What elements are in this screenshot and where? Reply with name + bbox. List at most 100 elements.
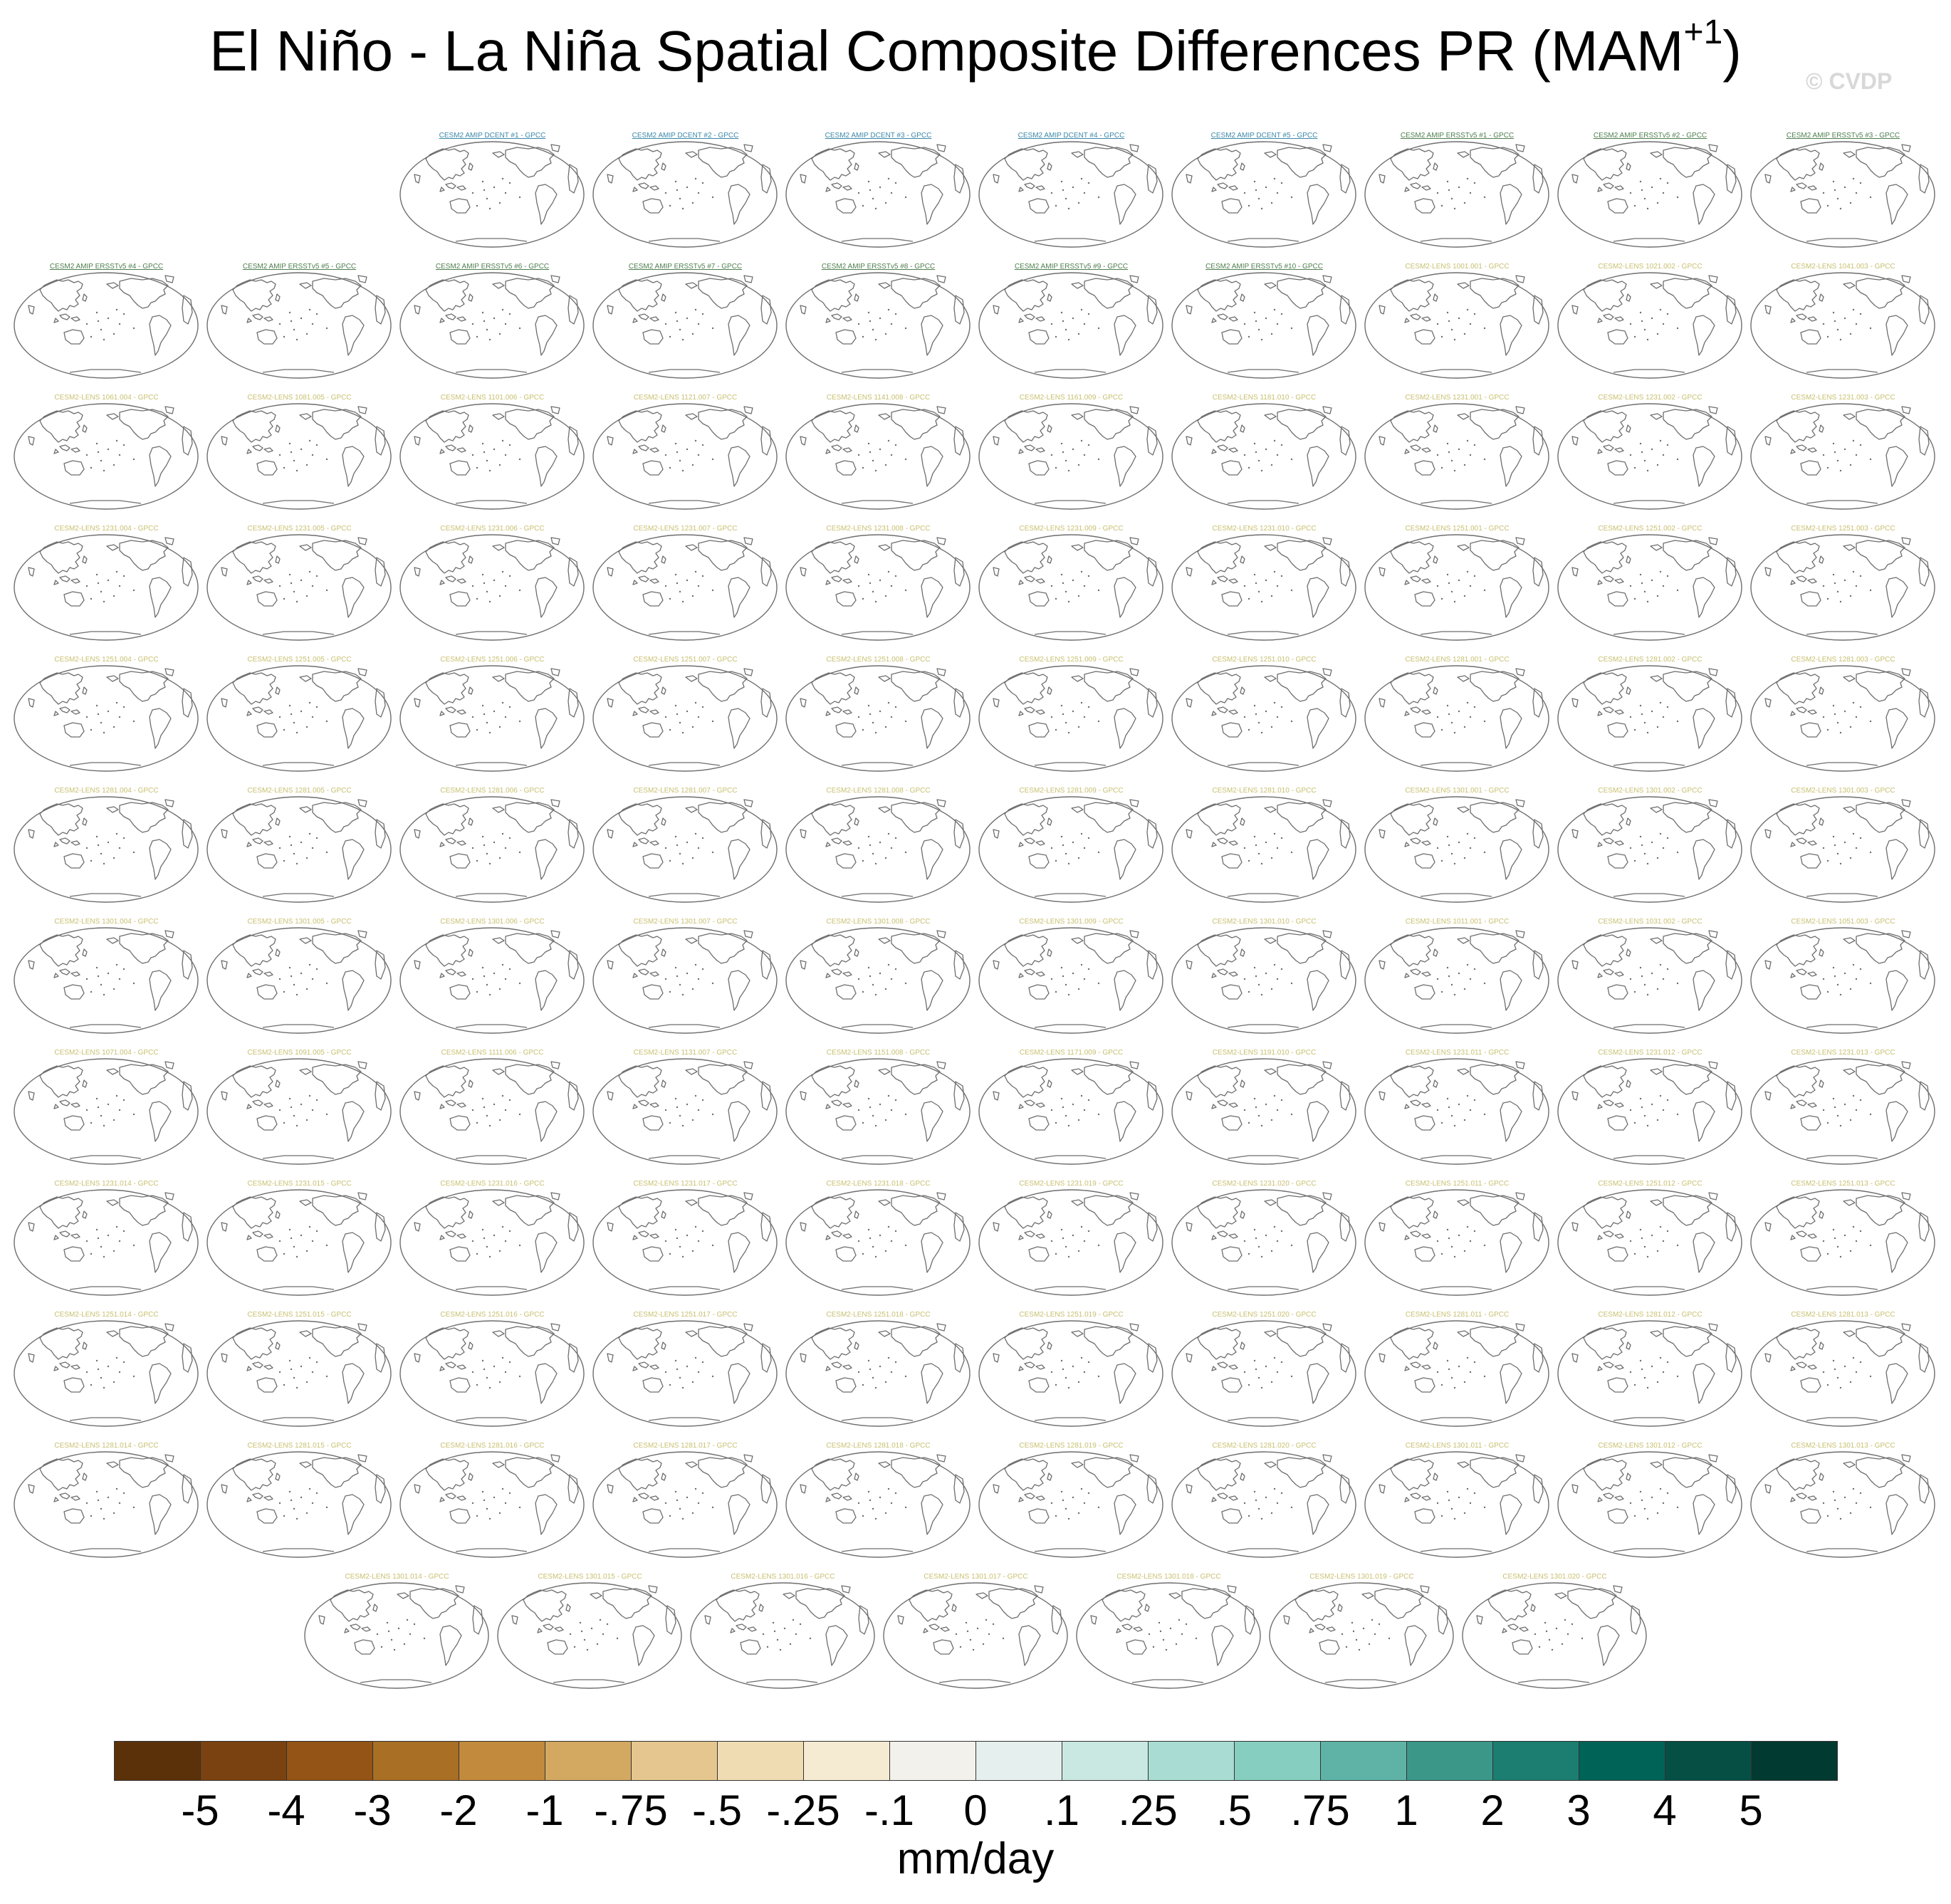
map-panel: CESM2-LENS 1231.001 - GPCC bbox=[1361, 394, 1554, 522]
island-dot bbox=[867, 442, 870, 445]
island-dot bbox=[1253, 1359, 1256, 1362]
coastline bbox=[1663, 1195, 1712, 1226]
island-dot bbox=[1097, 327, 1100, 330]
coastline bbox=[642, 198, 664, 214]
island-dot bbox=[103, 469, 105, 472]
coastline bbox=[1034, 631, 1107, 635]
panel-label: CESM2-LENS 1301.003 - GPCC bbox=[1791, 787, 1895, 795]
island-dot bbox=[288, 1490, 291, 1493]
colorbar-tick-label: 1 bbox=[1394, 1787, 1418, 1834]
coastline bbox=[119, 933, 169, 964]
coastline bbox=[1790, 1361, 1817, 1371]
island-dot bbox=[107, 1234, 110, 1237]
island-dot bbox=[1072, 841, 1074, 844]
island-dot bbox=[122, 575, 125, 577]
coastline bbox=[232, 934, 276, 967]
island-dot bbox=[701, 444, 704, 446]
world-map bbox=[399, 534, 585, 641]
island-dot bbox=[283, 1121, 286, 1124]
coastline bbox=[1776, 148, 1820, 181]
island-dot bbox=[1255, 975, 1257, 978]
island-dot bbox=[701, 575, 704, 577]
coastline bbox=[69, 1417, 142, 1421]
coastline bbox=[936, 275, 946, 283]
island-dot bbox=[1548, 1638, 1551, 1641]
island-dot bbox=[669, 1252, 671, 1255]
coastline bbox=[1264, 413, 1277, 420]
coastline bbox=[1146, 557, 1158, 587]
island-dot bbox=[569, 1633, 572, 1636]
coastline bbox=[1626, 948, 1631, 957]
map-border bbox=[1557, 1320, 1742, 1427]
panel-label: CESM2 AMIP DCENT #5 - GPCC bbox=[1210, 132, 1318, 140]
island-dot bbox=[1087, 1361, 1090, 1364]
coastline bbox=[1221, 198, 1243, 214]
island-dot bbox=[1253, 1097, 1256, 1100]
island-dot bbox=[1253, 573, 1256, 576]
island-dot bbox=[95, 311, 98, 314]
island-dot bbox=[278, 1109, 281, 1111]
coastline bbox=[841, 1417, 914, 1421]
coastline bbox=[1626, 1473, 1631, 1481]
world-map bbox=[206, 1189, 392, 1296]
island-dot bbox=[606, 1623, 609, 1626]
island-dot bbox=[1534, 1633, 1537, 1636]
island-dot bbox=[308, 1356, 311, 1359]
coastline bbox=[1918, 688, 1930, 718]
coastline bbox=[1114, 1363, 1136, 1404]
island-dot bbox=[1243, 585, 1246, 587]
island-dot bbox=[1641, 1237, 1643, 1240]
island-dot bbox=[1538, 1646, 1541, 1648]
map-border bbox=[1171, 796, 1356, 903]
island-dot bbox=[1453, 731, 1456, 734]
coastline bbox=[299, 1330, 312, 1337]
coastline bbox=[1322, 537, 1332, 545]
coastline bbox=[468, 1473, 474, 1481]
world-map bbox=[1750, 927, 1935, 1034]
coastline bbox=[1708, 537, 1718, 545]
coastline bbox=[63, 460, 85, 476]
island-dot bbox=[488, 469, 491, 472]
panel-label: CESM2-LENS 1251.002 - GPCC bbox=[1598, 525, 1702, 533]
coastline bbox=[1404, 1361, 1431, 1371]
coastline bbox=[550, 1454, 560, 1463]
island-dot bbox=[1483, 327, 1486, 330]
island-dot bbox=[1080, 963, 1083, 966]
coastline bbox=[1071, 1068, 1084, 1075]
island-dot bbox=[1834, 1499, 1836, 1502]
island-dot bbox=[1834, 1368, 1836, 1371]
world-map bbox=[1557, 272, 1742, 379]
coastline bbox=[1197, 148, 1241, 181]
coastline bbox=[743, 144, 753, 152]
island-dot bbox=[676, 713, 679, 716]
island-dot bbox=[1436, 585, 1439, 587]
coastline bbox=[891, 1195, 941, 1226]
coastline bbox=[1186, 567, 1193, 577]
coastline bbox=[1800, 329, 1821, 345]
coastline bbox=[164, 1323, 174, 1332]
island-dot bbox=[799, 1623, 802, 1626]
coastline bbox=[1500, 1494, 1522, 1535]
coastline bbox=[1390, 934, 1434, 967]
island-dot bbox=[1836, 983, 1839, 986]
coastline bbox=[1414, 722, 1435, 738]
island-dot bbox=[1646, 1386, 1649, 1389]
island-dot bbox=[483, 975, 486, 978]
coastline bbox=[835, 1377, 857, 1393]
panel-label: CESM2-LENS 1231.001 - GPCC bbox=[1405, 394, 1510, 402]
map-border bbox=[1364, 1451, 1549, 1558]
island-dot bbox=[508, 837, 511, 839]
coastline bbox=[1571, 1091, 1579, 1101]
coastline bbox=[1901, 1323, 1911, 1332]
island-dot bbox=[290, 451, 293, 454]
map-panel: CESM2-LENS 1281.012 - GPCC bbox=[1554, 1311, 1747, 1439]
map-border bbox=[1171, 534, 1356, 641]
panel-label: CESM2-LENS 1041.003 - GPCC bbox=[1791, 263, 1895, 271]
island-dot bbox=[1072, 972, 1074, 975]
coastline bbox=[1457, 544, 1470, 551]
island-dot bbox=[1852, 1356, 1855, 1359]
island-dot bbox=[1839, 1255, 1842, 1258]
island-dot bbox=[1257, 590, 1260, 593]
island-dot bbox=[887, 177, 890, 180]
coastline bbox=[299, 937, 312, 944]
